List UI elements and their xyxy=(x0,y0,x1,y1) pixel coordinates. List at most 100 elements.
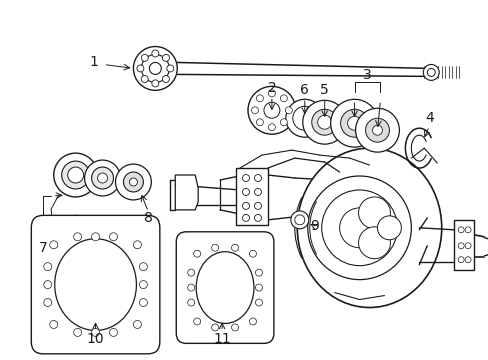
Circle shape xyxy=(457,257,463,263)
Circle shape xyxy=(340,109,368,137)
Circle shape xyxy=(242,214,249,221)
Circle shape xyxy=(254,189,261,195)
Circle shape xyxy=(249,250,256,257)
Circle shape xyxy=(347,116,361,130)
Circle shape xyxy=(247,86,295,134)
Circle shape xyxy=(280,95,287,102)
Circle shape xyxy=(211,324,218,331)
Circle shape xyxy=(137,65,143,72)
Ellipse shape xyxy=(196,252,253,323)
Circle shape xyxy=(264,102,279,118)
Circle shape xyxy=(423,64,438,80)
Circle shape xyxy=(44,280,52,289)
Circle shape xyxy=(74,328,81,336)
Circle shape xyxy=(123,172,143,192)
Circle shape xyxy=(254,202,261,210)
Text: 8: 8 xyxy=(143,211,152,225)
Circle shape xyxy=(162,76,169,82)
Circle shape xyxy=(109,233,117,241)
Text: 10: 10 xyxy=(86,332,104,346)
Circle shape xyxy=(372,125,382,135)
FancyBboxPatch shape xyxy=(176,232,273,343)
Circle shape xyxy=(355,108,399,152)
Circle shape xyxy=(358,197,389,229)
Circle shape xyxy=(268,124,275,131)
Circle shape xyxy=(50,241,58,249)
Circle shape xyxy=(149,62,161,75)
Circle shape xyxy=(187,284,194,291)
Circle shape xyxy=(50,320,58,328)
Text: 4: 4 xyxy=(424,111,433,125)
Circle shape xyxy=(54,153,98,197)
Text: 3: 3 xyxy=(363,68,371,82)
Circle shape xyxy=(464,257,470,263)
Circle shape xyxy=(255,269,262,276)
Circle shape xyxy=(231,244,238,251)
Text: 9: 9 xyxy=(310,219,319,233)
Polygon shape xyxy=(236,168,267,225)
Circle shape xyxy=(251,107,258,114)
Circle shape xyxy=(256,95,263,102)
Circle shape xyxy=(133,46,177,90)
Circle shape xyxy=(302,100,346,144)
Circle shape xyxy=(427,68,434,76)
Circle shape xyxy=(317,115,331,129)
Circle shape xyxy=(256,119,263,126)
Circle shape xyxy=(285,99,323,137)
Circle shape xyxy=(152,80,159,87)
Text: 7: 7 xyxy=(39,241,47,255)
Circle shape xyxy=(211,244,218,251)
Circle shape xyxy=(255,284,262,291)
Circle shape xyxy=(457,243,463,249)
Circle shape xyxy=(91,167,113,189)
Circle shape xyxy=(44,298,52,306)
Circle shape xyxy=(162,54,169,61)
Text: 1: 1 xyxy=(89,55,98,69)
Ellipse shape xyxy=(55,239,136,330)
Circle shape xyxy=(464,227,470,233)
Circle shape xyxy=(133,241,141,249)
Circle shape xyxy=(152,50,159,57)
Circle shape xyxy=(280,119,287,126)
Circle shape xyxy=(67,167,83,183)
Circle shape xyxy=(139,263,147,271)
Polygon shape xyxy=(175,175,198,210)
Circle shape xyxy=(129,178,137,186)
Circle shape xyxy=(98,173,107,183)
Text: 5: 5 xyxy=(320,84,328,97)
Circle shape xyxy=(166,65,173,72)
Circle shape xyxy=(187,299,194,306)
Circle shape xyxy=(139,298,147,306)
Circle shape xyxy=(139,280,147,289)
Circle shape xyxy=(311,109,337,135)
Circle shape xyxy=(187,269,194,276)
Circle shape xyxy=(292,106,316,130)
Circle shape xyxy=(193,250,200,257)
Circle shape xyxy=(109,328,117,336)
Circle shape xyxy=(44,263,52,271)
Circle shape xyxy=(254,175,261,181)
Polygon shape xyxy=(453,220,473,270)
Text: 11: 11 xyxy=(213,332,230,346)
Circle shape xyxy=(249,318,256,325)
Circle shape xyxy=(141,54,148,61)
Circle shape xyxy=(365,118,388,142)
Circle shape xyxy=(74,233,81,241)
Circle shape xyxy=(242,202,249,210)
Circle shape xyxy=(141,54,169,82)
Circle shape xyxy=(133,320,141,328)
Circle shape xyxy=(255,299,262,306)
Circle shape xyxy=(457,227,463,233)
FancyBboxPatch shape xyxy=(31,215,160,354)
Circle shape xyxy=(377,216,401,240)
Circle shape xyxy=(307,176,410,280)
Circle shape xyxy=(91,328,100,336)
Circle shape xyxy=(358,227,389,259)
Circle shape xyxy=(115,164,151,200)
Text: 2: 2 xyxy=(267,81,276,95)
Circle shape xyxy=(242,175,249,181)
Ellipse shape xyxy=(297,148,441,307)
Circle shape xyxy=(84,160,120,196)
Circle shape xyxy=(91,233,100,241)
Circle shape xyxy=(290,211,308,229)
